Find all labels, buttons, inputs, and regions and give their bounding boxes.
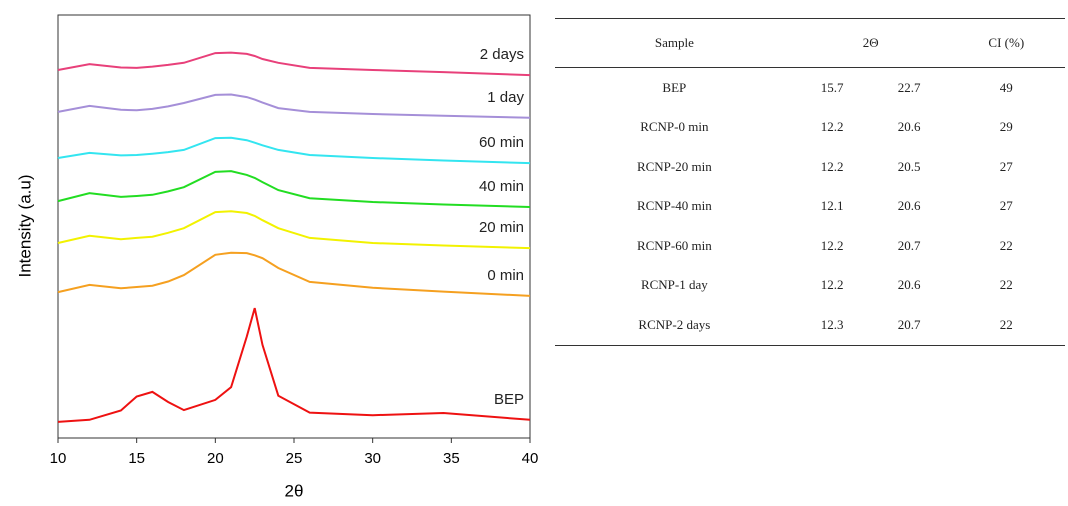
y-axis-label: Intensity (a.u) — [15, 175, 34, 278]
x-tick-label: 30 — [364, 450, 381, 467]
table-cell: RCNP-0 min — [555, 108, 794, 148]
x-tick-label: 35 — [443, 450, 460, 467]
table-cell: 12.2 — [794, 266, 871, 306]
table-cell: 49 — [948, 68, 1065, 108]
series-label: 1 day — [487, 89, 524, 106]
table-cell: 27 — [948, 187, 1065, 227]
series-label: 2 days — [480, 46, 524, 63]
x-tick-label: 15 — [128, 450, 145, 467]
series-line — [58, 308, 530, 422]
series-line — [58, 211, 530, 248]
x-tick-label: 10 — [50, 450, 67, 467]
table-cell: 22 — [948, 305, 1065, 345]
series-line — [58, 53, 530, 76]
table-cell: RCNP-2 days — [555, 305, 794, 345]
x-tick-label: 40 — [522, 450, 539, 467]
table-cell: 20.6 — [871, 266, 948, 306]
table-cell: RCNP-1 day — [555, 266, 794, 306]
series-label: 60 min — [479, 134, 524, 151]
table-cell: 29 — [948, 108, 1065, 148]
series-line — [58, 138, 530, 163]
x-tick-label: 20 — [207, 450, 224, 467]
table-cell: BEP — [555, 68, 794, 108]
table-cell: RCNP-20 min — [555, 147, 794, 187]
table-cell: 20.6 — [871, 108, 948, 148]
series-line — [58, 95, 530, 118]
table-cell: 15.7 — [794, 68, 871, 108]
x-axis-label: 2θ — [285, 481, 304, 500]
header-cell: Sample — [555, 19, 794, 68]
table-cell: 20.6 — [871, 187, 948, 227]
header-cell: CI (%) — [948, 19, 1065, 68]
table-cell: 12.3 — [794, 305, 871, 345]
series-label: 0 min — [487, 267, 524, 284]
table-cell: 20.7 — [871, 305, 948, 345]
table-cell: 12.2 — [794, 226, 871, 266]
series-label: 20 min — [479, 219, 524, 236]
plot-frame — [58, 15, 530, 438]
table-cell: 27 — [948, 147, 1065, 187]
table-cell: 12.2 — [794, 108, 871, 148]
table-cell: RCNP-60 min — [555, 226, 794, 266]
table-cell: 20.7 — [871, 226, 948, 266]
series-label: BEP — [494, 391, 524, 408]
chart: Intensity (a.u) 2θ 10 15 20 25 30 35 40 2 days 1… — [0, 0, 550, 506]
table-cell: 22.7 — [871, 68, 948, 108]
table-cell: 20.5 — [871, 147, 948, 187]
table-cell: 12.1 — [794, 187, 871, 227]
x-tick-label: 25 — [286, 450, 303, 467]
series-line — [58, 171, 530, 207]
table-cell: 22 — [948, 266, 1065, 306]
header-cell: 2Θ — [794, 19, 948, 68]
table-cell: 12.2 — [794, 147, 871, 187]
page: Intensity (a.u) 2θ 10 15 20 25 30 35 40 2 days 1… — [0, 0, 1068, 506]
series-line — [58, 253, 530, 296]
table-cell: RCNP-40 min — [555, 187, 794, 227]
table-cell: 22 — [948, 226, 1065, 266]
series-label: 40 min — [479, 178, 524, 195]
